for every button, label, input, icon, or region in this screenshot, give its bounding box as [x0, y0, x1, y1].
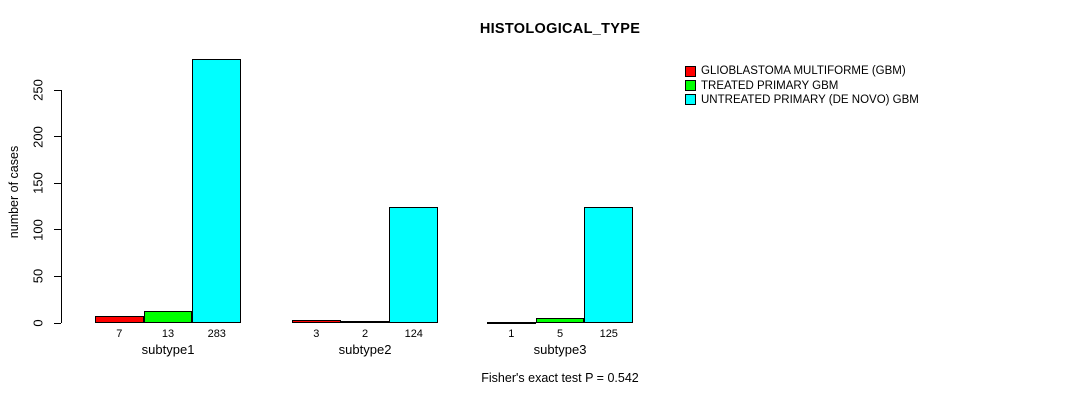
footnote-fisher-test: Fisher's exact test P = 0.542	[481, 371, 639, 385]
x-category-label-subtype2: subtype2	[338, 342, 392, 357]
bar-value-label: 1	[508, 328, 515, 340]
bar-subtype3-series-2	[584, 206, 634, 323]
y-tick-label: 200	[30, 125, 46, 148]
bar-subtype1-series-2	[192, 59, 242, 323]
bar-value-label: 124	[404, 328, 423, 340]
y-tick-label: 100	[30, 218, 46, 241]
bar-value-label: 13	[161, 328, 175, 340]
bar-value-label: 3	[313, 328, 320, 340]
chart-title: HISTOLOGICAL_TYPE	[479, 21, 641, 37]
legend-label: UNTREATED PRIMARY (DE NOVO) GBM	[701, 93, 919, 106]
y-axis-label: number of cases	[7, 145, 21, 239]
x-category-label-subtype1: subtype1	[141, 342, 195, 357]
legend-swatch-icon	[685, 65, 696, 77]
y-tick-mark	[54, 136, 61, 138]
legend-label: GLIOBLASTOMA MULTIFORME (GBM)	[701, 65, 906, 78]
y-tick-mark	[54, 229, 61, 231]
legend-swatch-icon	[685, 94, 696, 106]
y-axis-line	[61, 90, 62, 323]
legend-item: TREATED PRIMARY GBM	[685, 78, 919, 92]
y-tick-label: 50	[30, 269, 46, 284]
legend-label: TREATED PRIMARY GBM	[701, 79, 839, 92]
y-tick-label: 250	[30, 79, 46, 101]
bar-value-label: 125	[599, 328, 618, 340]
legend: GLIOBLASTOMA MULTIFORME (GBM) TREATED PRI…	[685, 64, 919, 107]
legend-item: UNTREATED PRIMARY (DE NOVO) GBM	[685, 93, 919, 107]
y-tick-label: 150	[30, 172, 46, 195]
x-category-label-subtype3: subtype3	[533, 342, 587, 357]
bar-subtype2-series-2	[389, 207, 439, 323]
bar-value-label: 5	[556, 328, 564, 340]
y-tick-mark	[54, 182, 61, 184]
legend-item: GLIOBLASTOMA MULTIFORME (GBM)	[685, 64, 919, 78]
bar-subtype1-series-0	[95, 316, 144, 323]
bar-value-label: 7	[116, 328, 123, 340]
y-tick-mark	[54, 322, 61, 324]
bar-subtype3-series-1	[535, 318, 585, 323]
bar-subtype1-series-1	[143, 310, 193, 323]
bar-subtype3-series-0	[487, 322, 536, 324]
y-tick-mark	[54, 275, 61, 277]
bar-subtype2-series-0	[292, 320, 341, 323]
bar-value-label: 2	[361, 328, 369, 340]
bar-subtype2-series-1	[340, 321, 390, 324]
y-tick-label: 0	[30, 319, 46, 327]
y-tick-mark	[54, 89, 61, 91]
bar-value-label: 283	[207, 328, 226, 340]
legend-swatch-icon	[685, 80, 696, 92]
